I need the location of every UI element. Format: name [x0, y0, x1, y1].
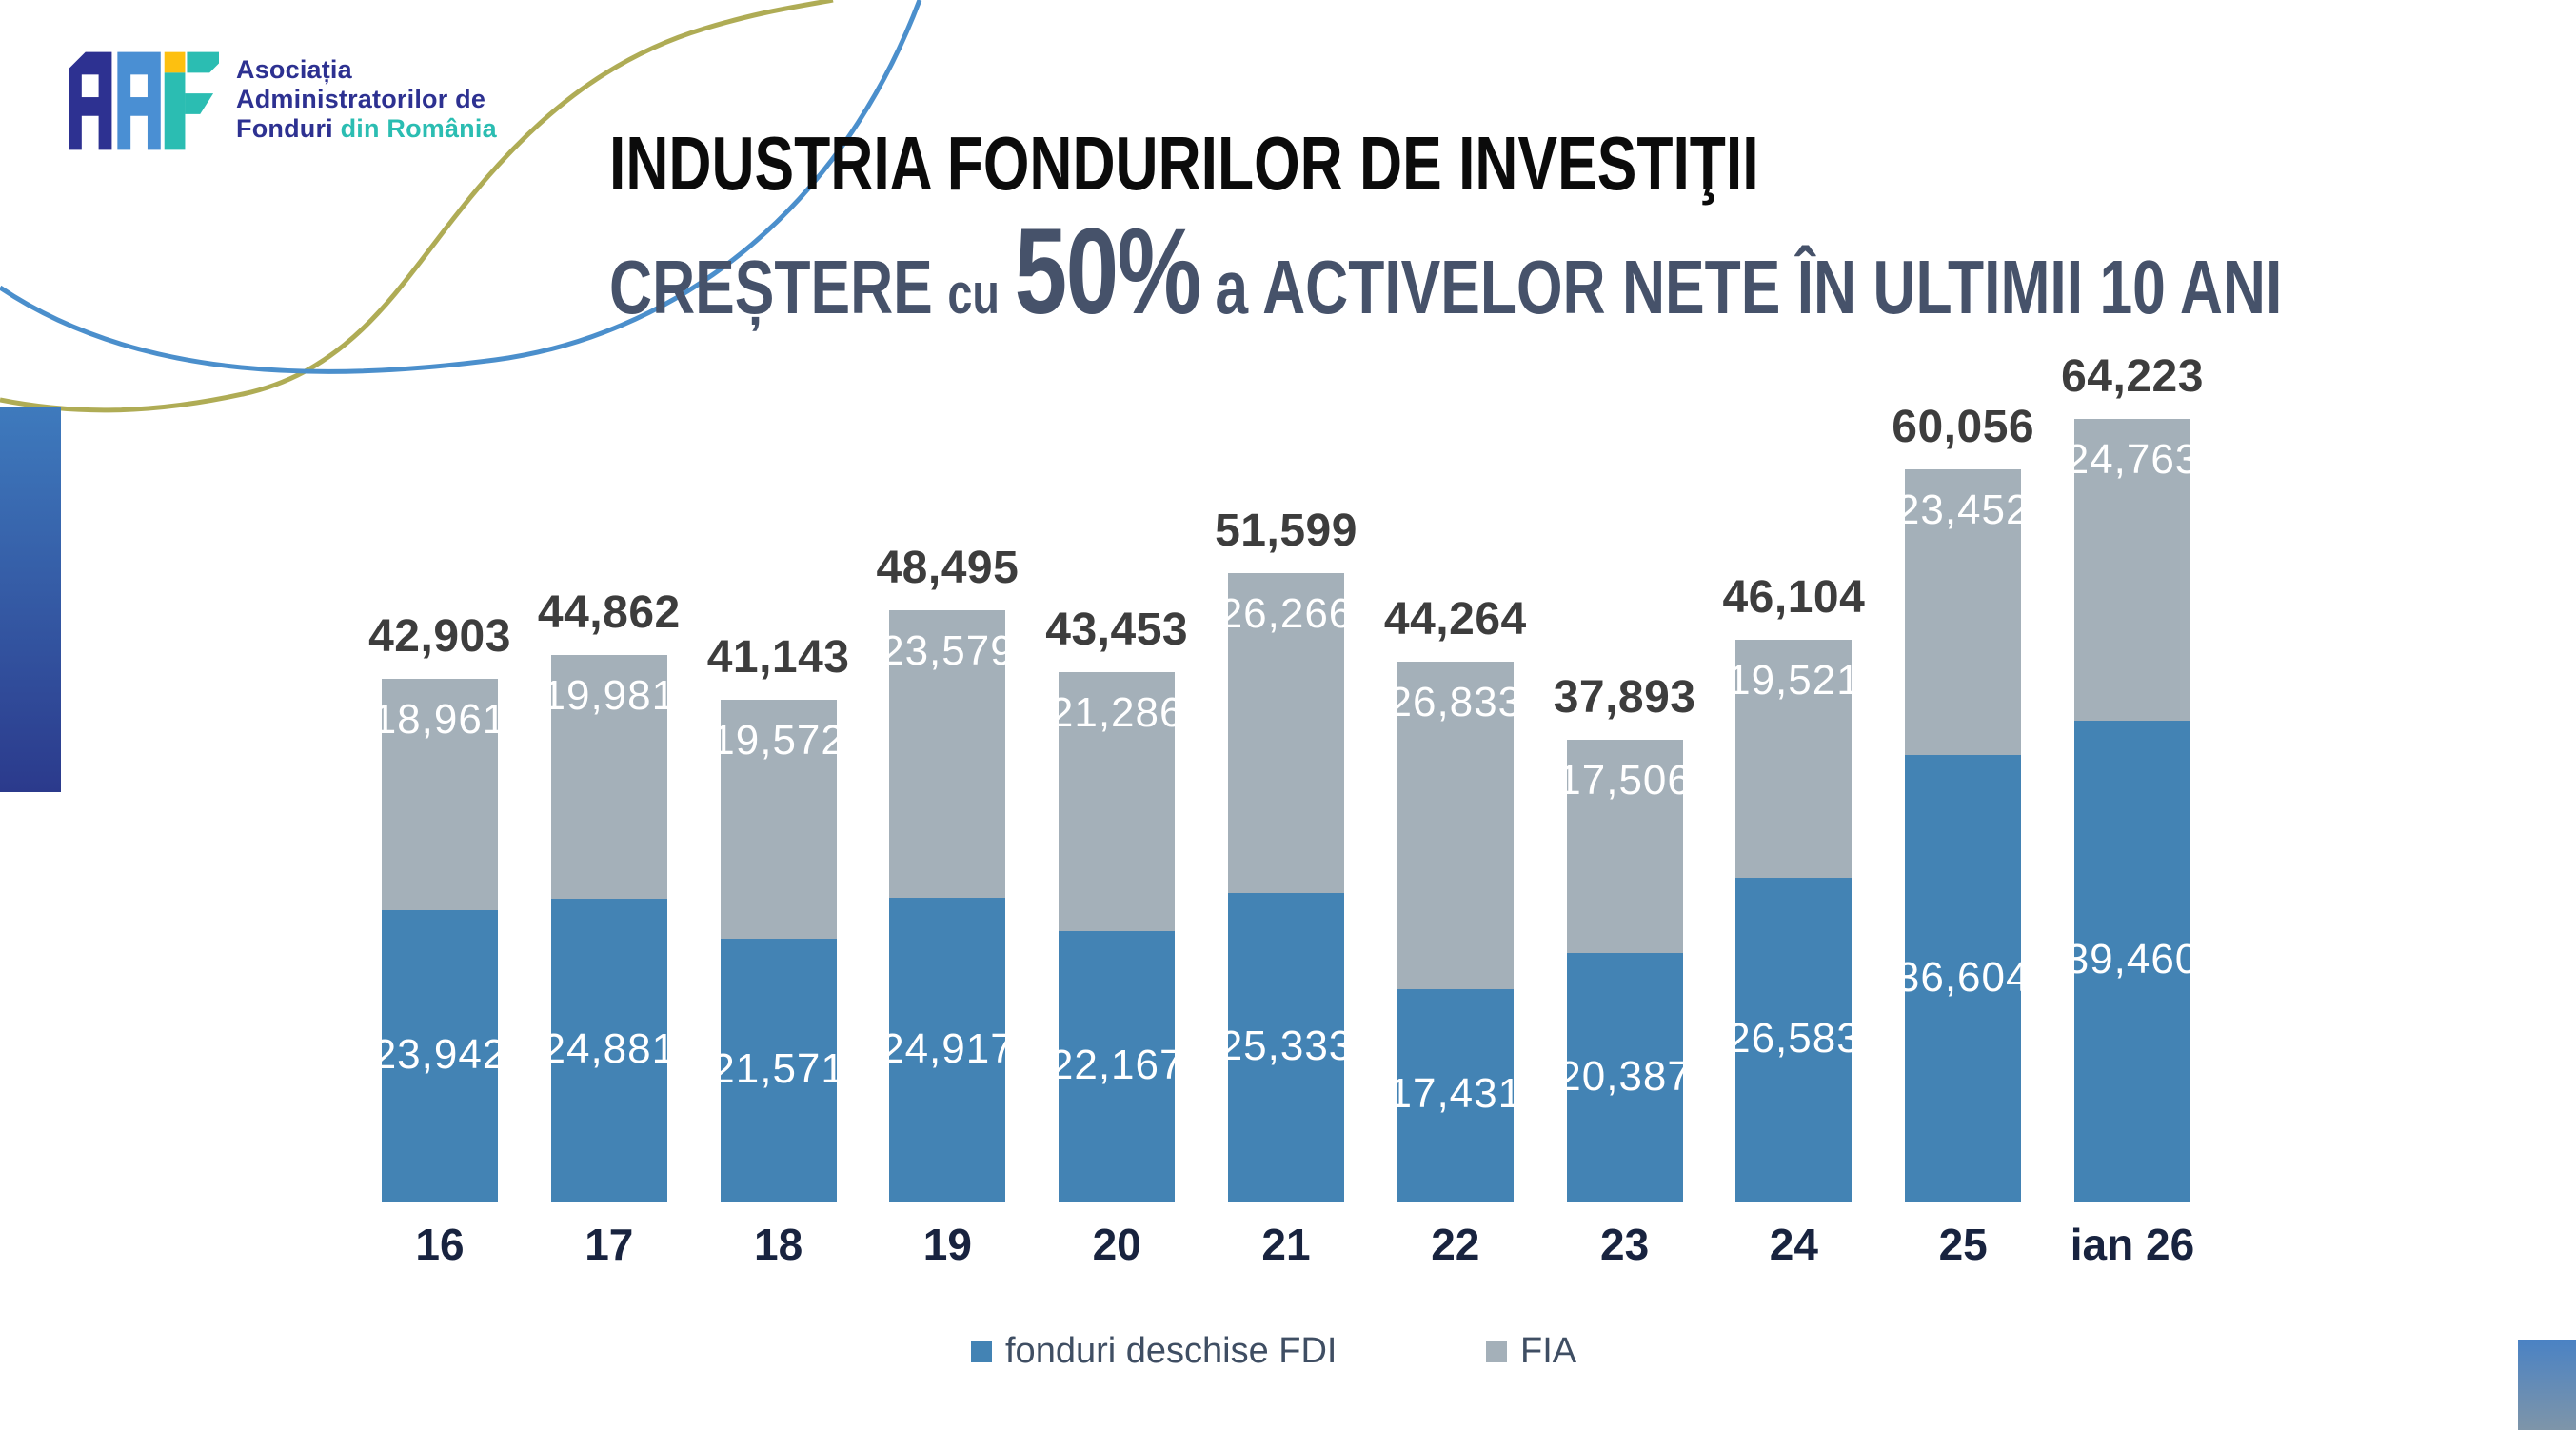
legend-swatch-fia — [1486, 1341, 1507, 1362]
subtitle-lead: CREȘTERE — [609, 245, 933, 329]
total-value-label: 64,223 — [2061, 350, 2204, 402]
total-value-label: 48,495 — [876, 543, 1020, 594]
bar-segment-fdi — [1397, 988, 1514, 1202]
legend-item-fia: FIA — [1486, 1331, 1576, 1372]
fia-value-label: 26,266 — [1219, 589, 1354, 637]
bar-segment-fia — [1228, 572, 1344, 893]
aaf-logo: Asociația Administratorilor de Fonduri d… — [69, 51, 497, 150]
bar-segment-fia — [1397, 662, 1514, 989]
org-name-line1: Asociația — [236, 55, 352, 84]
x-axis-label: 16 — [415, 1220, 465, 1269]
fia-value-label: 21,286 — [1049, 688, 1184, 736]
total-value-label: 51,599 — [1215, 505, 1357, 556]
fdi-value-label: 23,942 — [372, 1030, 507, 1078]
subtitle: CREȘTERE cu 50% a ACTIVELOR NETE ÎN ULTI… — [609, 202, 2282, 342]
fia-value-label: 19,521 — [1727, 656, 1861, 704]
total-value-label: 41,143 — [706, 632, 850, 684]
bar-segment-fia — [550, 654, 667, 899]
bar-segment-fia — [889, 610, 1006, 899]
x-axis-label: 18 — [754, 1220, 803, 1269]
aaf-logo-mark — [69, 51, 219, 150]
bar-segment-fdi — [889, 898, 1006, 1202]
total-value-label: 44,264 — [1383, 594, 1527, 645]
fdi-value-label: 22,167 — [1049, 1042, 1184, 1089]
fdi-value-label: 24,881 — [542, 1024, 677, 1072]
fdi-value-label: 21,571 — [711, 1044, 845, 1092]
x-axis-label: 24 — [1769, 1220, 1818, 1269]
bar-segment-fdi — [382, 909, 498, 1202]
main-title: INDUSTRIA FONDURILOR DE INVESTIŢII — [609, 121, 1759, 206]
x-axis-label: 23 — [1600, 1220, 1650, 1269]
fia-value-label: 19,981 — [542, 671, 677, 719]
bar-segment-fdi — [550, 898, 667, 1202]
fdi-value-label: 39,460 — [2065, 936, 2200, 983]
fdi-value-label: 17,431 — [1388, 1070, 1523, 1118]
subtitle-percent: 50% — [1014, 204, 1202, 340]
subtitle-rest: a ACTIVELOR NETE ÎN ULTIMII 10 ANI — [1215, 245, 2283, 329]
org-name: Asociația Administratorilor de Fonduri d… — [236, 55, 497, 144]
x-axis-label: 17 — [585, 1220, 634, 1269]
total-value-label: 44,862 — [537, 586, 681, 638]
fia-value-label: 19,572 — [711, 717, 845, 765]
fdi-value-label: 20,387 — [1557, 1052, 1692, 1100]
bar-segment-fdi — [720, 938, 837, 1202]
fia-value-label: 23,452 — [1895, 487, 2031, 534]
total-value-label: 46,104 — [1722, 571, 1866, 623]
org-name-line2: Administratorilor de — [236, 85, 486, 113]
legend-label-fdi: fonduri deschise FDI — [1005, 1331, 1338, 1371]
bar-segment-fia — [720, 700, 837, 939]
bar-segment-fia — [382, 678, 498, 910]
bar-segment-fdi — [1059, 931, 1176, 1202]
bar-segment-fdi — [2074, 720, 2190, 1202]
x-axis-label: 25 — [1938, 1220, 1988, 1269]
total-value-label: 43,453 — [1045, 604, 1189, 655]
fdi-value-label: 25,333 — [1219, 1022, 1354, 1069]
x-axis-label: 20 — [1092, 1220, 1141, 1269]
legend-item-fdi: fonduri deschise FDI — [971, 1331, 1338, 1372]
fdi-value-label: 24,917 — [881, 1024, 1015, 1072]
legend-label-fia: FIA — [1520, 1331, 1577, 1371]
fdi-value-label: 26,583 — [1727, 1014, 1861, 1062]
org-name-country: din România — [340, 114, 497, 143]
bar-segment-fia — [1905, 469, 2022, 756]
bar-segment-fia — [1566, 739, 1683, 954]
fdi-value-label: 36,604 — [1895, 953, 2031, 1001]
bar-segment-fia — [1735, 639, 1853, 878]
fia-value-label: 24,763 — [2065, 435, 2200, 483]
bar-segment-fia — [1059, 671, 1176, 932]
subtitle-cu: cu — [947, 262, 1001, 326]
fia-value-label: 17,506 — [1557, 756, 1692, 804]
bar-segment-fia — [2074, 418, 2190, 721]
total-value-label: 42,903 — [368, 610, 511, 662]
total-value-label: 60,056 — [1892, 402, 2035, 453]
bar-segment-fdi — [1566, 953, 1683, 1202]
fia-value-label: 26,833 — [1388, 679, 1523, 726]
x-axis-label: 22 — [1431, 1220, 1480, 1269]
bar-segment-fdi — [1735, 877, 1853, 1202]
x-axis-label: 19 — [922, 1220, 972, 1269]
left-gradient-bar — [0, 407, 61, 792]
total-value-label: 37,893 — [1553, 671, 1696, 723]
org-name-line3: Fonduri din România — [236, 114, 497, 143]
fia-value-label: 18,961 — [372, 695, 507, 743]
x-axis-label: 21 — [1261, 1220, 1311, 1269]
bar-segment-fdi — [1905, 755, 2022, 1202]
fia-value-label: 23,579 — [881, 627, 1015, 675]
legend-swatch-fdi — [971, 1341, 992, 1362]
x-axis-label: ian 26 — [2070, 1220, 2195, 1269]
bar-segment-fdi — [1228, 892, 1344, 1202]
corner-gradient-square — [2518, 1340, 2576, 1430]
